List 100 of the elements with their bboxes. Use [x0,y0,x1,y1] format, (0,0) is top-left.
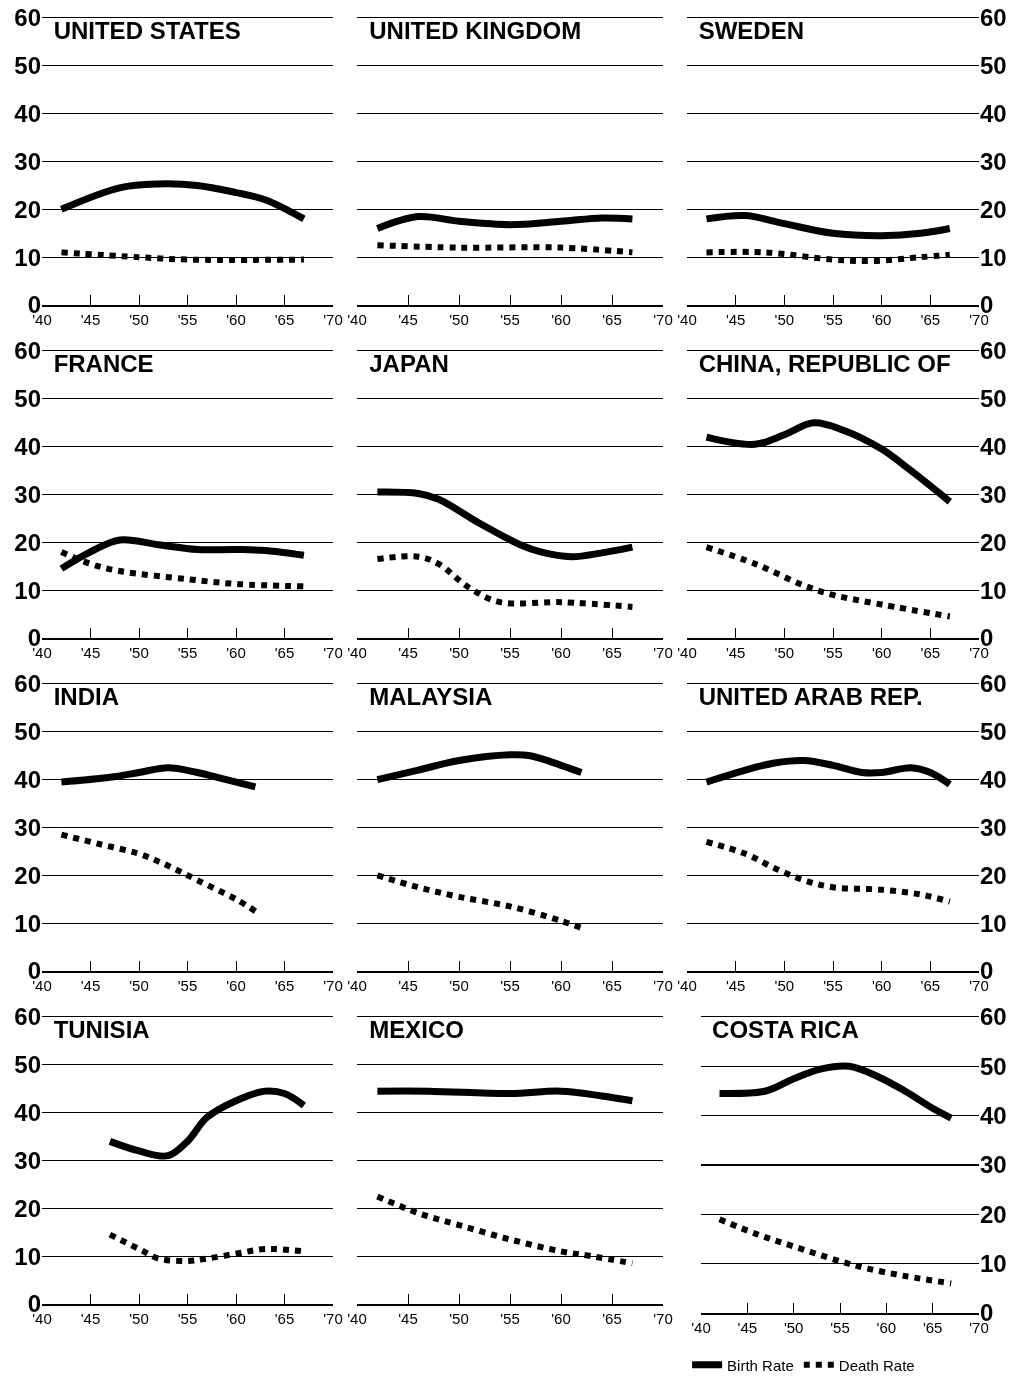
x-tick-label: '65 [602,643,622,661]
x-tick-label: '60 [226,310,246,328]
x-tick-label: '70 [323,976,343,994]
x-tick-label: '50 [449,976,469,994]
x-tick-label: '55 [500,310,520,328]
x-tick-label: '60 [226,1309,246,1327]
y-tick-label: 40 [14,1099,41,1127]
x-tick-label: '70 [323,310,343,328]
x-tick-label: '70 [653,976,673,994]
x-tick-label: '65 [602,1309,622,1327]
chart-title: CHINA, REPUBLIC OF [698,350,951,378]
y-tick-label: 10 [14,1242,41,1270]
y-tick-label: 10 [14,243,41,271]
x-tick-label: '50 [129,1309,149,1327]
x-tick-label: '40 [677,643,697,661]
x-tick-label: '40 [347,976,367,994]
x-tick-label: '65 [922,1318,943,1336]
x-tick-label: '55 [823,310,843,328]
chart-title: INDIA [53,683,119,711]
y-tick-label: 60 [980,337,1007,365]
x-tick-label: '45 [725,310,746,328]
y-tick-label: 60 [14,1003,41,1031]
legend-label: Birth Rate [727,1356,794,1374]
chart-title: TUNISIA [53,1016,150,1044]
x-tick-label: '70 [653,643,673,661]
x-tick-label: '65 [602,976,622,994]
x-tick-label: '55 [830,1318,850,1336]
chart-title: SWEDEN [698,17,805,45]
y-tick-label: 30 [14,480,41,508]
y-tick-label: 30 [980,813,1007,841]
x-tick-label: '60 [871,310,892,328]
x-tick-label: '55 [177,310,198,328]
y-tick-label: 50 [14,52,41,80]
x-tick-label: '45 [398,310,418,328]
y-tick-label: 10 [980,1250,1007,1278]
x-tick-label: '65 [920,976,941,994]
x-tick-label: '60 [871,976,892,994]
y-tick-label: 60 [980,4,1007,32]
y-tick-label: 20 [14,861,41,889]
x-tick-label: '70 [323,643,343,661]
x-tick-label: '50 [129,976,149,994]
chart-title: MALAYSIA [369,683,493,711]
y-tick-label: 10 [980,909,1007,937]
y-tick-label: 50 [14,718,41,746]
x-tick-label: '60 [871,643,892,661]
x-tick-label: '50 [449,643,469,661]
x-tick-label: '45 [737,1318,758,1336]
y-tick-label: 40 [980,100,1007,128]
x-tick-label: '50 [449,310,469,328]
chart-title: FRANCE [53,350,154,378]
x-tick-label: '55 [500,976,520,994]
y-tick-label: 30 [14,813,41,841]
y-tick-label: 40 [980,1102,1007,1130]
y-tick-label: 50 [980,385,1007,413]
y-tick-label: 20 [980,528,1007,556]
x-tick-label: '45 [80,1309,101,1327]
x-tick-label: '65 [602,310,622,328]
x-tick-label: '45 [80,976,101,994]
x-tick-label: '45 [725,976,746,994]
x-tick-label: '65 [274,976,295,994]
chart-title: UNITED STATES [53,17,241,45]
y-tick-label: 30 [980,1151,1007,1179]
x-tick-label: '50 [449,1309,469,1327]
y-tick-label: 20 [980,1200,1007,1228]
x-tick-label: '50 [783,1318,804,1336]
x-tick-label: '55 [177,643,198,661]
chart-title: UNITED ARAB REP. [698,683,923,711]
y-tick-label: 30 [14,147,41,175]
x-tick-label: '60 [551,1309,571,1327]
x-tick-label: '60 [226,976,246,994]
x-tick-label: '65 [274,643,295,661]
y-tick-label: 50 [980,1052,1007,1080]
y-tick-label: 50 [14,385,41,413]
y-tick-label: 20 [14,1194,41,1222]
x-tick-label: '45 [80,310,101,328]
x-tick-label: '40 [347,643,367,661]
y-tick-label: 30 [14,1146,41,1174]
x-tick-label: '45 [725,643,746,661]
y-tick-label: 40 [14,433,41,461]
x-tick-label: '70 [323,1309,343,1327]
x-tick-label: '55 [500,1309,520,1327]
x-tick-label: '50 [774,643,795,661]
x-tick-label: '45 [398,643,418,661]
x-tick-label: '55 [500,643,520,661]
x-tick-label: '60 [551,643,571,661]
y-tick-label: 20 [14,528,41,556]
y-tick-label: 20 [980,195,1007,223]
y-tick-label: 10 [14,576,41,604]
x-tick-label: '50 [774,310,795,328]
y-tick-label: 10 [980,576,1007,604]
y-tick-label: 30 [980,480,1007,508]
x-tick-label: '65 [920,310,941,328]
chart-title: JAPAN [369,350,449,378]
legend-label: Death Rate [838,1356,915,1374]
y-tick-label: 20 [14,195,41,223]
x-tick-label: '70 [653,310,673,328]
chart-title: UNITED KINGDOM [369,17,582,45]
x-tick-label: '60 [876,1318,897,1336]
x-tick-label: '45 [398,976,418,994]
x-tick-label: '55 [823,643,843,661]
